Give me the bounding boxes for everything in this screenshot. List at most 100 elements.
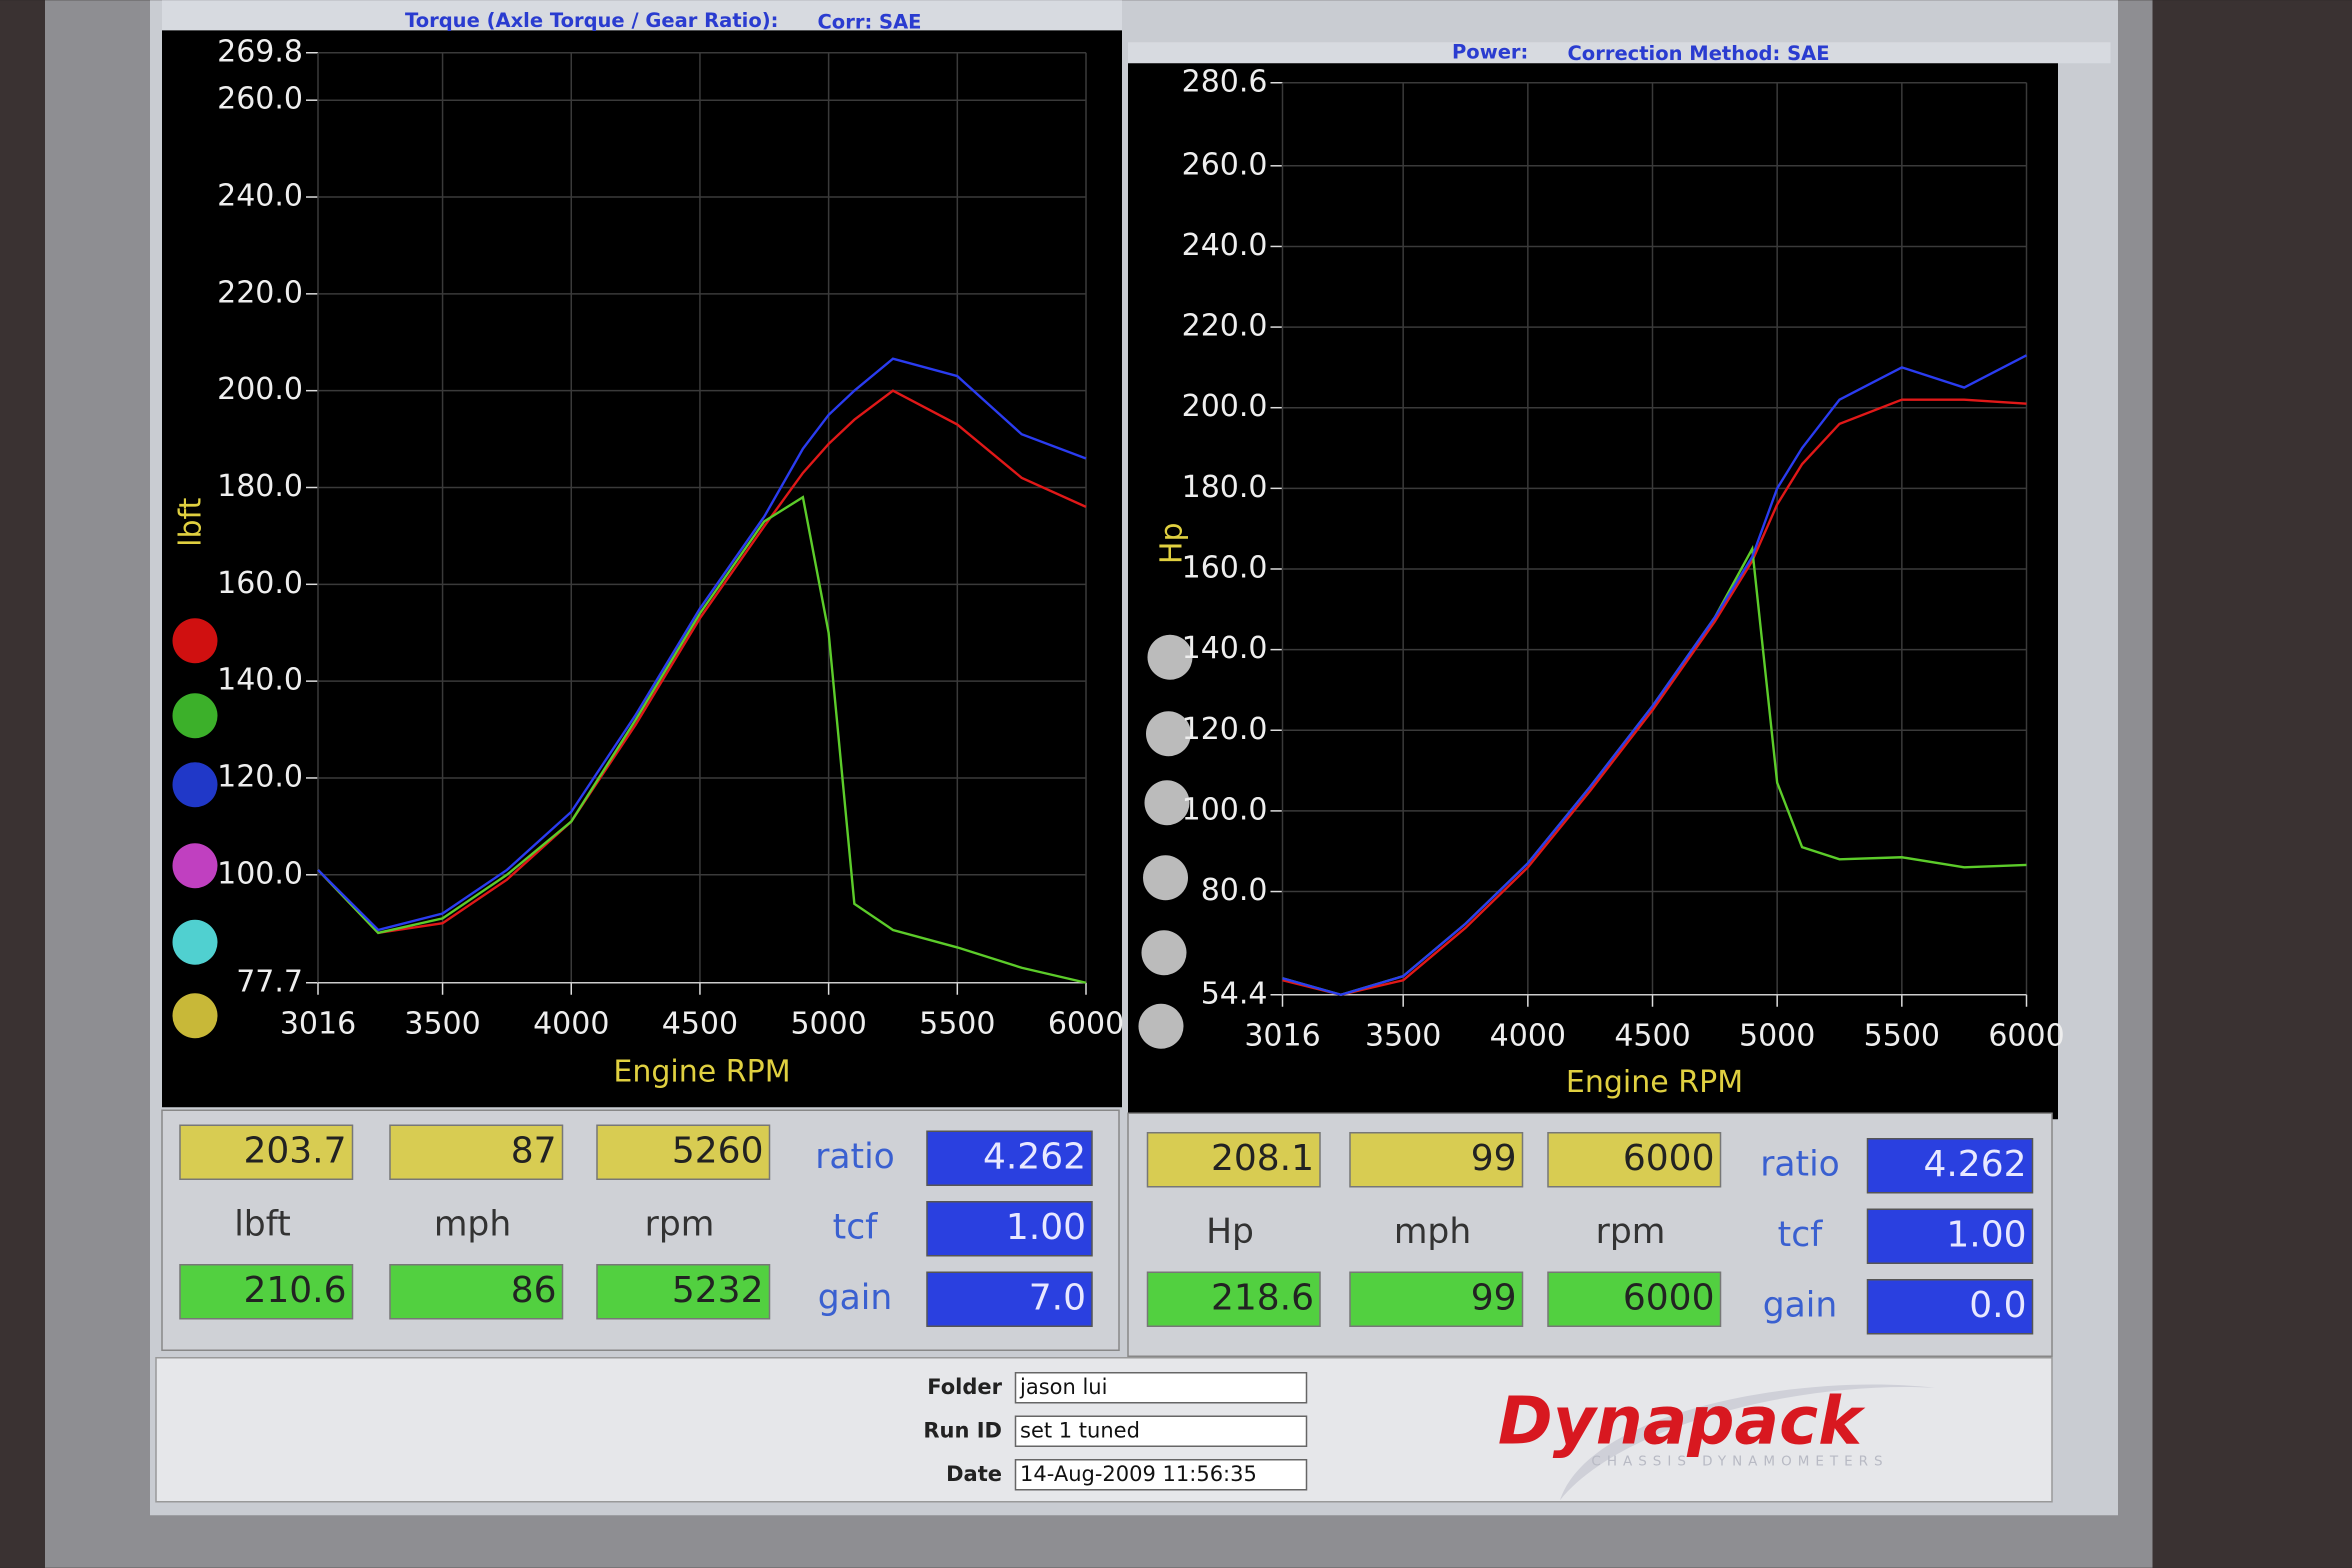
y-tick-label: 160.0	[1182, 550, 1268, 585]
readout-box	[1146, 1132, 1321, 1188]
readout-unit: Hp	[1206, 1212, 1254, 1252]
x-tick-label: 5000	[790, 1006, 866, 1041]
y-tick-label: 120.0	[217, 759, 303, 794]
channel-button[interactable]	[172, 843, 218, 889]
x-tick-label: 4000	[1490, 1018, 1566, 1053]
channel-button[interactable]	[1138, 1003, 1184, 1049]
readout-unit: mph	[434, 1204, 511, 1244]
channel-button[interactable]	[172, 993, 218, 1039]
field-input	[1014, 1459, 1308, 1491]
field-label: Run ID	[923, 1418, 1002, 1442]
torque-header	[162, 0, 1122, 31]
readout-unit: lbft	[234, 1204, 291, 1244]
readout-value: 218.6	[1211, 1277, 1314, 1318]
channel-button[interactable]	[1146, 711, 1191, 757]
field-input	[1014, 1372, 1308, 1404]
param-label: gain	[818, 1278, 893, 1318]
y-tick-label: 140.0	[217, 663, 303, 698]
y-tick-label: 200.0	[1182, 389, 1268, 424]
power-panel	[1128, 60, 2058, 1120]
series-line	[317, 389, 1087, 935]
y-tick-label: 260.0	[217, 82, 303, 117]
x-tick-label: 3500	[1365, 1018, 1441, 1053]
param-label: tcf	[1778, 1215, 1823, 1255]
x-tick-label: 4000	[533, 1006, 609, 1041]
x-tick-label: 6000	[1988, 1018, 2064, 1053]
x-axis-label: Engine RPM	[1566, 1065, 1743, 1100]
x-tick-label: 3016	[1244, 1018, 1320, 1053]
param-value: 7.0	[1029, 1277, 1086, 1318]
param-box	[926, 1201, 1093, 1257]
readout-value: 87	[511, 1130, 557, 1171]
readout-box	[1146, 1271, 1321, 1327]
channel-button[interactable]	[1141, 930, 1187, 976]
y-tick-label: 180.0	[1182, 470, 1268, 505]
param-box	[1866, 1279, 2034, 1335]
y-tick-label: 100.0	[217, 856, 303, 891]
readout-unit: mph	[1394, 1212, 1471, 1252]
param-box	[1866, 1208, 2034, 1264]
field-value: jason lui	[1019, 1375, 1107, 1399]
channel-button[interactable]	[172, 618, 218, 664]
channel-button[interactable]	[172, 693, 218, 739]
param-value: 1.00	[1946, 1214, 2026, 1255]
y-tick-label: 100.0	[1182, 792, 1268, 827]
y-tick-label: 180.0	[217, 469, 303, 504]
field-value: set 1 tuned	[1020, 1418, 1140, 1442]
readout-box	[389, 1124, 564, 1180]
readout-value: 5260	[672, 1130, 764, 1171]
channel-button[interactable]	[1147, 634, 1193, 680]
y-tick-label: 80.0	[1201, 873, 1268, 908]
y-tick-label: 160.0	[217, 566, 303, 601]
readout-box	[1349, 1271, 1524, 1327]
series-line	[317, 357, 1087, 932]
y-tick-label: 140.0	[1182, 631, 1268, 666]
readout-box	[389, 1264, 564, 1320]
field-label: Folder	[927, 1375, 1002, 1399]
x-axis-label: Engine RPM	[613, 1054, 790, 1089]
channel-buttons	[172, 618, 1193, 1049]
y-tick-label: 240.0	[1182, 228, 1268, 263]
readout-box	[179, 1264, 354, 1320]
param-label: tcf	[833, 1207, 878, 1247]
channel-button[interactable]	[172, 919, 218, 965]
readout-box	[596, 1124, 771, 1180]
x-tick-label: 4500	[662, 1006, 738, 1041]
power-header	[1128, 42, 2111, 64]
chart-title: Power:	[1452, 40, 1528, 63]
param-box	[1866, 1138, 2034, 1194]
x-tick-label: 5500	[919, 1006, 995, 1041]
y-axis-label: Hp	[1155, 522, 1190, 564]
torque-panel	[162, 30, 1122, 1108]
chart-subtitle: Corr: SAE	[818, 10, 922, 33]
y-tick-label: 269.8	[217, 34, 303, 69]
field-value: 14-Aug-2009 11:56:35	[1020, 1462, 1257, 1486]
param-value: 0.0	[1969, 1285, 2026, 1326]
y-tick-label: 77.7	[236, 964, 303, 999]
chart-subtitle: Correction Method: SAE	[1568, 42, 1830, 65]
logo-subtitle: CHASSIS DYNAMOMETERS	[1591, 1453, 1888, 1469]
readout-box	[1547, 1132, 1722, 1188]
channel-button[interactable]	[1143, 855, 1188, 901]
param-label: ratio	[815, 1137, 895, 1177]
footer: Folder jason lui Run ID set 1 tuned Date 14-A…	[923, 1372, 1888, 1491]
param-label: ratio	[1760, 1144, 1840, 1184]
chart-title: Torque (Axle Torque / Gear Ratio):	[405, 9, 778, 32]
y-tick-label: 220.0	[217, 275, 303, 310]
channel-button[interactable]	[1144, 780, 1190, 826]
x-tick-label: 3016	[280, 1006, 356, 1041]
readout-value: 6000	[1623, 1277, 1715, 1318]
y-tick-label: 220.0	[1182, 309, 1268, 344]
param-value: 4.262	[1923, 1144, 2026, 1185]
readout-box	[179, 1124, 354, 1180]
readout-value: 203.7	[243, 1130, 346, 1171]
readout-value: 208.1	[1211, 1138, 1314, 1179]
chart: Torque (Axle Torque / Gear Ratio): Corr: …	[174, 9, 1125, 1090]
y-tick-label: 240.0	[217, 179, 303, 214]
readout-value: 5232	[672, 1270, 764, 1311]
series-line	[1282, 354, 2028, 996]
channel-button[interactable]	[172, 762, 218, 808]
x-tick-label: 5000	[1739, 1018, 1815, 1053]
